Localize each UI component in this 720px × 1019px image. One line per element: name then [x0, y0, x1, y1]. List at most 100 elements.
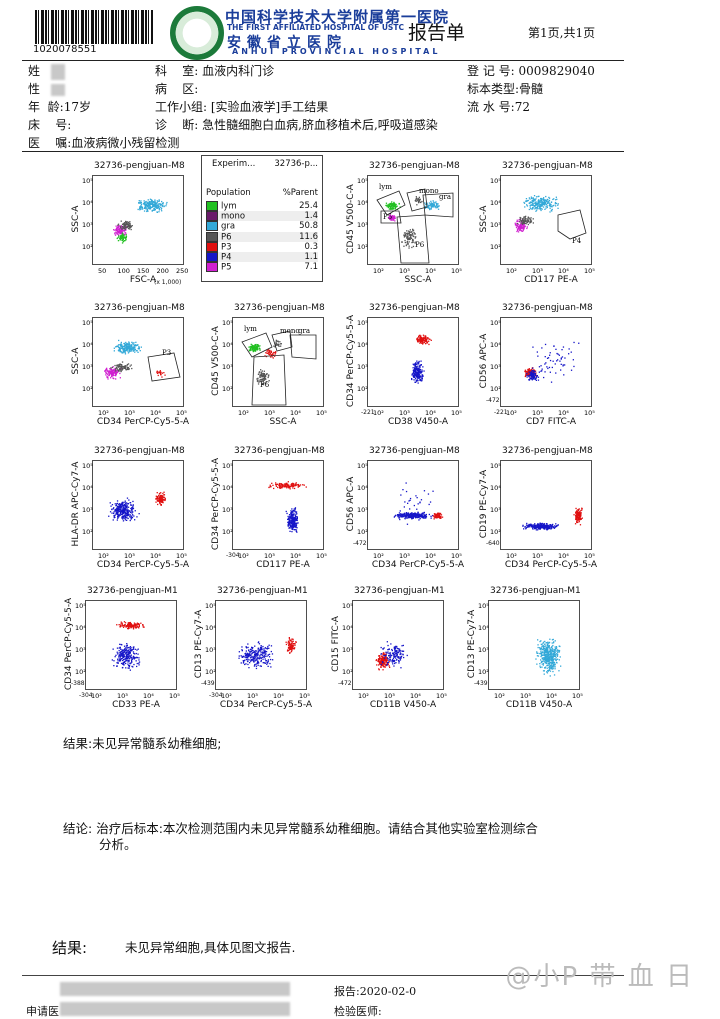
event-dot: [126, 517, 127, 518]
event-dot: [418, 373, 419, 374]
event-dot: [118, 344, 119, 345]
event-dot: [430, 516, 431, 517]
event-dot: [239, 655, 240, 656]
event-dot: [416, 361, 417, 362]
event-dot: [133, 344, 134, 345]
event-dot: [126, 511, 127, 512]
event-dot: [257, 347, 258, 348]
event-dot: [129, 221, 130, 222]
event-dot: [304, 485, 305, 486]
y-tick-label: 10³: [75, 646, 86, 654]
event-dot: [290, 515, 291, 516]
event-dot: [157, 498, 158, 499]
event-dot: [125, 229, 126, 230]
event-dot: [256, 666, 257, 667]
event-dot: [429, 514, 430, 515]
event-dot: [526, 373, 527, 374]
event-dot: [278, 345, 279, 346]
event-dot: [127, 658, 128, 659]
event-dot: [294, 645, 295, 646]
event-dot: [122, 625, 123, 626]
event-dot: [128, 346, 129, 347]
event-dot: [245, 663, 246, 664]
legend-header-right: 32736-p...: [274, 159, 318, 169]
event-dot: [413, 379, 414, 380]
y-tick-label: 10³: [82, 221, 93, 229]
event-dot: [158, 375, 159, 376]
event-dot: [288, 524, 289, 525]
event-dot: [166, 203, 167, 204]
event-dot: [553, 361, 554, 362]
event-dot: [533, 218, 534, 219]
event-dot: [571, 370, 572, 371]
hospital-name-en-2: ANHUI PROVINCIAL HOSPITAL: [232, 47, 440, 56]
y-tick-label: 10⁴: [222, 341, 233, 349]
event-dot: [127, 661, 128, 662]
event-dot: [133, 664, 134, 665]
event-dot: [541, 370, 542, 371]
event-dot: [280, 485, 281, 486]
event-dot: [409, 500, 410, 501]
event-dot: [289, 514, 290, 515]
event-dot: [266, 664, 267, 665]
event-dot: [254, 665, 255, 666]
y-tick-label: 10⁵: [357, 462, 368, 470]
event-dot: [422, 366, 423, 367]
event-dot: [155, 204, 156, 205]
event-dot: [132, 501, 133, 502]
event-dot: [279, 483, 280, 484]
event-dot: [241, 646, 242, 647]
event-dot: [419, 197, 420, 198]
event-dot: [517, 220, 518, 221]
event-dot: [122, 228, 123, 229]
event-dot: [119, 506, 120, 507]
event-dot: [291, 646, 292, 647]
event-dot: [138, 659, 139, 660]
y-tick-label: 10⁴: [82, 199, 93, 207]
event-dot: [399, 512, 400, 513]
event-dot: [383, 654, 384, 655]
event-dot: [382, 664, 383, 665]
redacted-name: [51, 64, 65, 80]
event-dot: [405, 516, 406, 517]
event-dot: [286, 511, 287, 512]
event-dot: [531, 378, 532, 379]
x-tick-label: 10⁵: [316, 552, 327, 560]
event-dot: [296, 532, 297, 533]
event-dot: [115, 370, 116, 371]
event-dot: [249, 662, 250, 663]
event-dot: [296, 516, 297, 517]
plot-y-negative: -472: [486, 397, 500, 404]
event-dot: [140, 623, 141, 624]
event-dot: [523, 202, 524, 203]
event-dot: [112, 504, 113, 505]
event-dot: [421, 343, 422, 344]
event-dot: [552, 367, 553, 368]
event-dot: [130, 648, 131, 649]
event-dot: [122, 226, 123, 227]
event-dot: [151, 200, 152, 201]
event-dot: [125, 369, 126, 370]
legend-swatch: [206, 232, 218, 242]
event-dot: [536, 196, 537, 197]
event-dot: [124, 510, 125, 511]
event-dot: [122, 242, 123, 243]
event-dot: [248, 667, 249, 668]
event-dot: [125, 222, 126, 223]
event-dot: [105, 374, 106, 375]
event-dot: [383, 652, 384, 653]
event-dot: [292, 487, 293, 488]
x-tick-label: 10⁴: [558, 267, 569, 275]
event-dot: [113, 508, 114, 509]
event-dot: [161, 204, 162, 205]
event-dot: [109, 374, 110, 375]
event-dot: [244, 653, 245, 654]
y-tick-label: 10³: [82, 506, 93, 514]
event-dot: [153, 201, 154, 202]
event-dot: [264, 655, 265, 656]
event-dot: [111, 371, 112, 372]
event-dot: [131, 518, 132, 519]
event-dot: [120, 625, 121, 626]
plot-x-negative: -304: [79, 692, 93, 699]
event-dot: [246, 647, 247, 648]
